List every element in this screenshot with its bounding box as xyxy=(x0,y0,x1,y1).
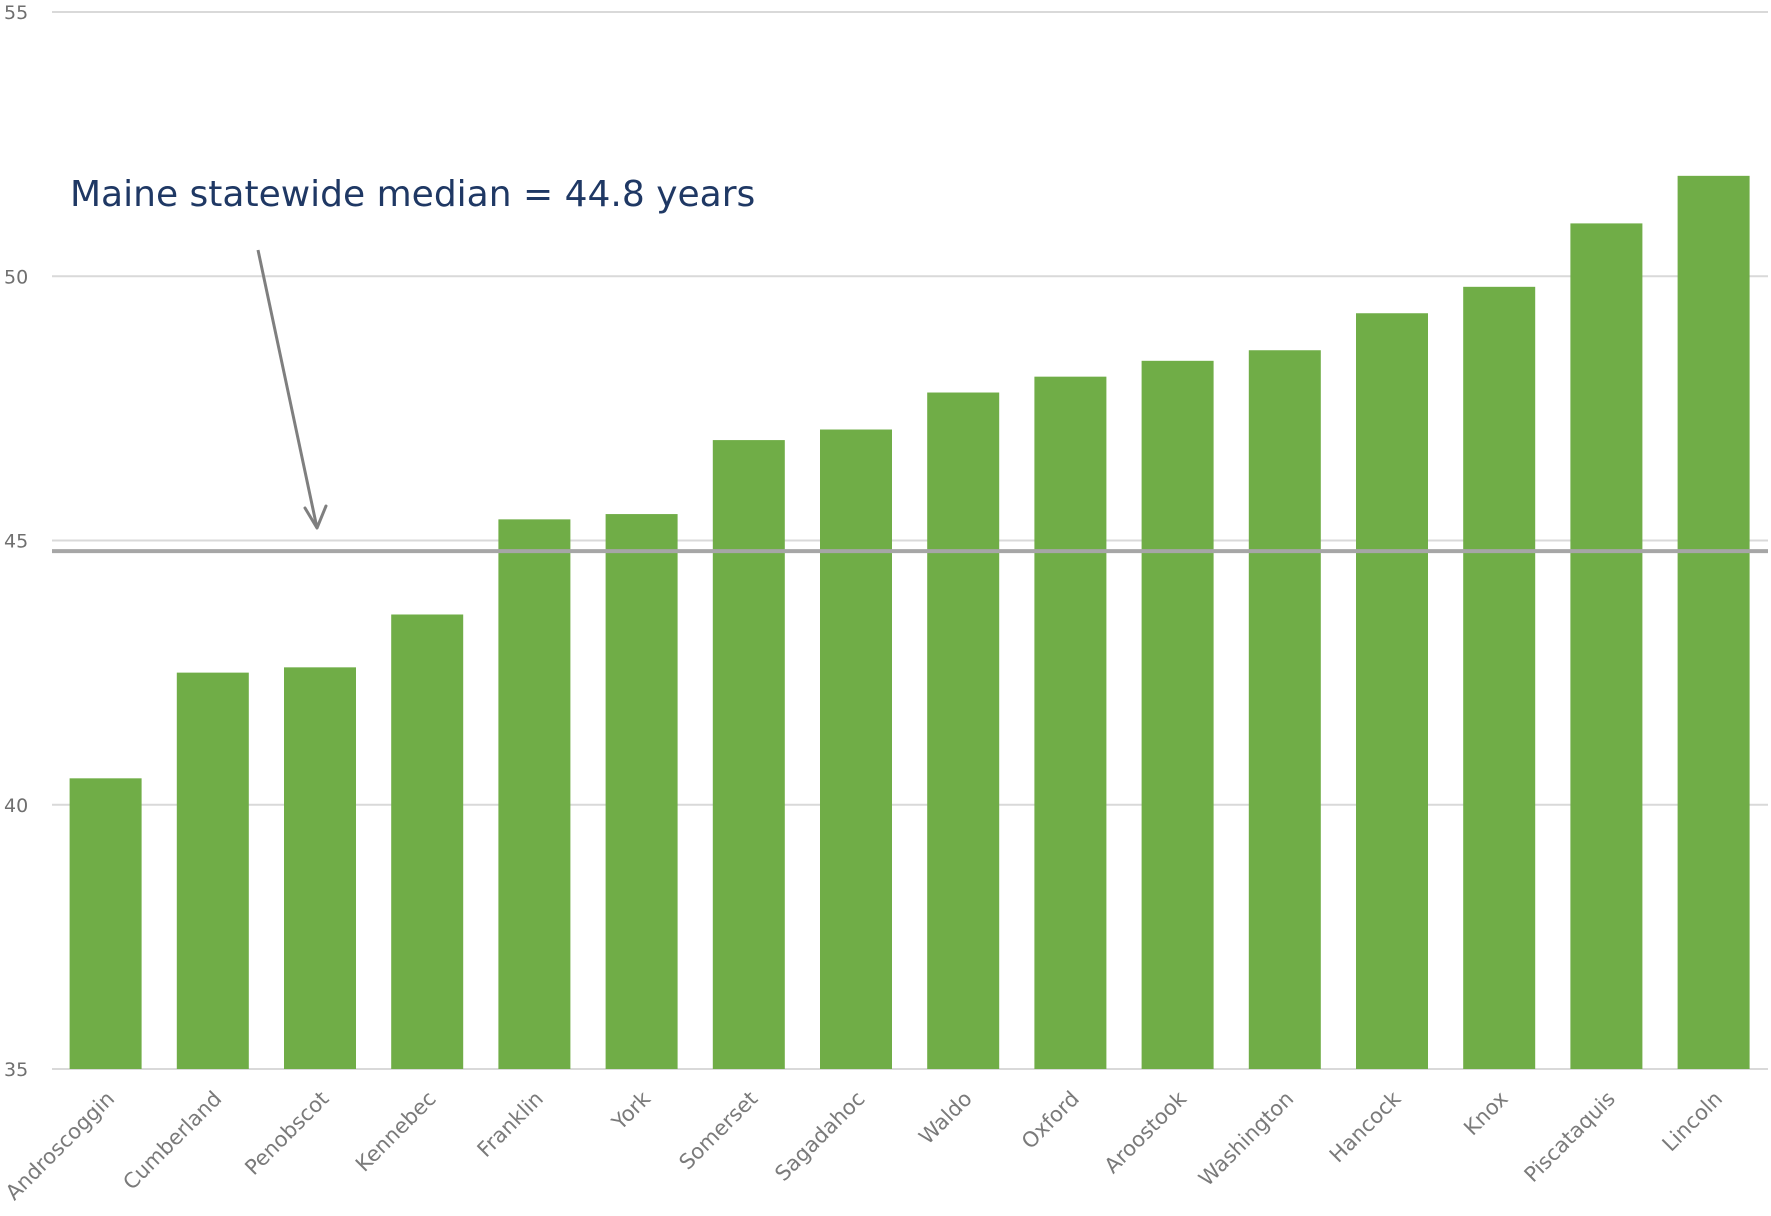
bar xyxy=(820,429,892,1069)
bar xyxy=(284,667,356,1069)
x-tick-label: Somerset xyxy=(674,1087,762,1175)
x-tick-label: Sagadahoc xyxy=(770,1087,869,1186)
x-tick-label: Oxford xyxy=(1017,1087,1084,1154)
bars xyxy=(69,175,1750,1070)
y-axis-ticks: 35 40 45 50 55 xyxy=(4,2,28,1081)
annotation-group: Maine statewide median = 44.8 years xyxy=(70,174,755,530)
x-tick-label: Cumberland xyxy=(118,1087,226,1195)
bar xyxy=(1141,360,1214,1069)
y-tick-label: 40 xyxy=(4,795,28,817)
x-tick-label: Penobscot xyxy=(240,1087,333,1180)
x-tick-label: Washington xyxy=(1194,1087,1298,1191)
bar xyxy=(1248,350,1321,1069)
bar xyxy=(391,614,464,1069)
x-tick-label: Lincoln xyxy=(1658,1087,1728,1157)
x-tick-label: Hancock xyxy=(1325,1086,1406,1167)
median-annotation-text: Maine statewide median = 44.8 years xyxy=(70,174,755,215)
bar xyxy=(1570,223,1643,1069)
annotation-arrow-icon xyxy=(256,249,319,529)
x-tick-label: Kennebec xyxy=(351,1087,441,1177)
x-tick-label: Waldo xyxy=(914,1087,976,1149)
y-tick-label: 55 xyxy=(4,2,28,24)
x-tick-label: Piscataquis xyxy=(1520,1087,1620,1187)
bar xyxy=(176,672,249,1069)
bar xyxy=(605,514,678,1069)
bar xyxy=(1034,376,1107,1069)
bar xyxy=(1677,175,1750,1069)
bar xyxy=(927,392,1000,1069)
x-tick-label: Androscoggin xyxy=(1,1087,119,1205)
x-tick-label: York xyxy=(607,1086,656,1135)
y-tick-label: 35 xyxy=(4,1059,28,1081)
bar xyxy=(69,778,142,1069)
bar xyxy=(1463,286,1536,1069)
arrowhead-icon xyxy=(303,504,328,530)
bar xyxy=(498,519,571,1069)
bar xyxy=(712,440,785,1070)
x-tick-label: Aroostook xyxy=(1100,1086,1192,1178)
y-tick-label: 45 xyxy=(4,531,28,553)
bar xyxy=(1356,313,1428,1069)
x-tick-label: Franklin xyxy=(473,1087,548,1162)
x-tick-label: Knox xyxy=(1459,1087,1513,1141)
x-axis-labels: Androscoggin Cumberland Penobscot Kennebec F… xyxy=(1,1086,1727,1205)
y-tick-label: 50 xyxy=(4,266,28,288)
